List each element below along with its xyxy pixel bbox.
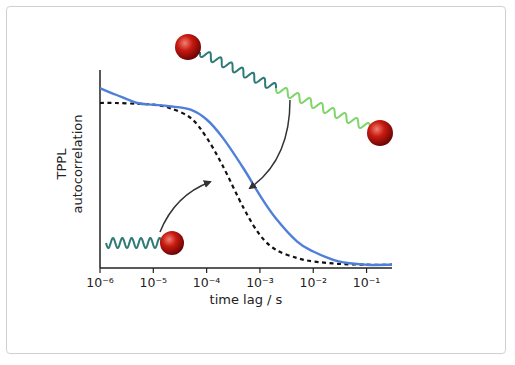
spring <box>106 238 162 248</box>
spring <box>200 52 276 88</box>
y-axis-label: TPPLautocorrelation <box>54 114 85 213</box>
y-axis-label-line: TPPL <box>54 148 69 181</box>
x-tick <box>153 268 154 273</box>
x-axis <box>100 267 392 269</box>
x-tick <box>366 268 367 273</box>
x-tick-label: 10⁻⁶ <box>86 275 114 290</box>
particle <box>367 120 393 146</box>
y-axis <box>99 70 101 268</box>
x-axis-label: time lag / s <box>210 292 283 307</box>
chart: 10⁻⁶ 10⁻⁵ 10⁻⁴ 10⁻³ 10⁻² 10⁻¹ time lag / s TPPL… <box>0 0 515 365</box>
x-tick <box>206 268 207 273</box>
x-tick-label: 10⁻⁴ <box>193 275 221 290</box>
y-axis-label-line: autocorrelation <box>70 114 85 213</box>
arrow <box>160 182 210 232</box>
x-tick-label: 10⁻³ <box>246 275 274 290</box>
x-tick <box>259 268 260 273</box>
x-tick-label: 10⁻⁵ <box>140 275 168 290</box>
series-line <box>100 88 392 265</box>
arrow <box>250 100 290 188</box>
x-tick <box>313 268 314 273</box>
x-tick-label: 10⁻¹ <box>353 275 381 290</box>
plot-area <box>100 88 392 265</box>
x-tick-label: 10⁻² <box>299 275 327 290</box>
series-line <box>100 103 392 265</box>
particle <box>175 34 201 60</box>
x-tick <box>99 268 100 273</box>
particle <box>160 231 184 255</box>
